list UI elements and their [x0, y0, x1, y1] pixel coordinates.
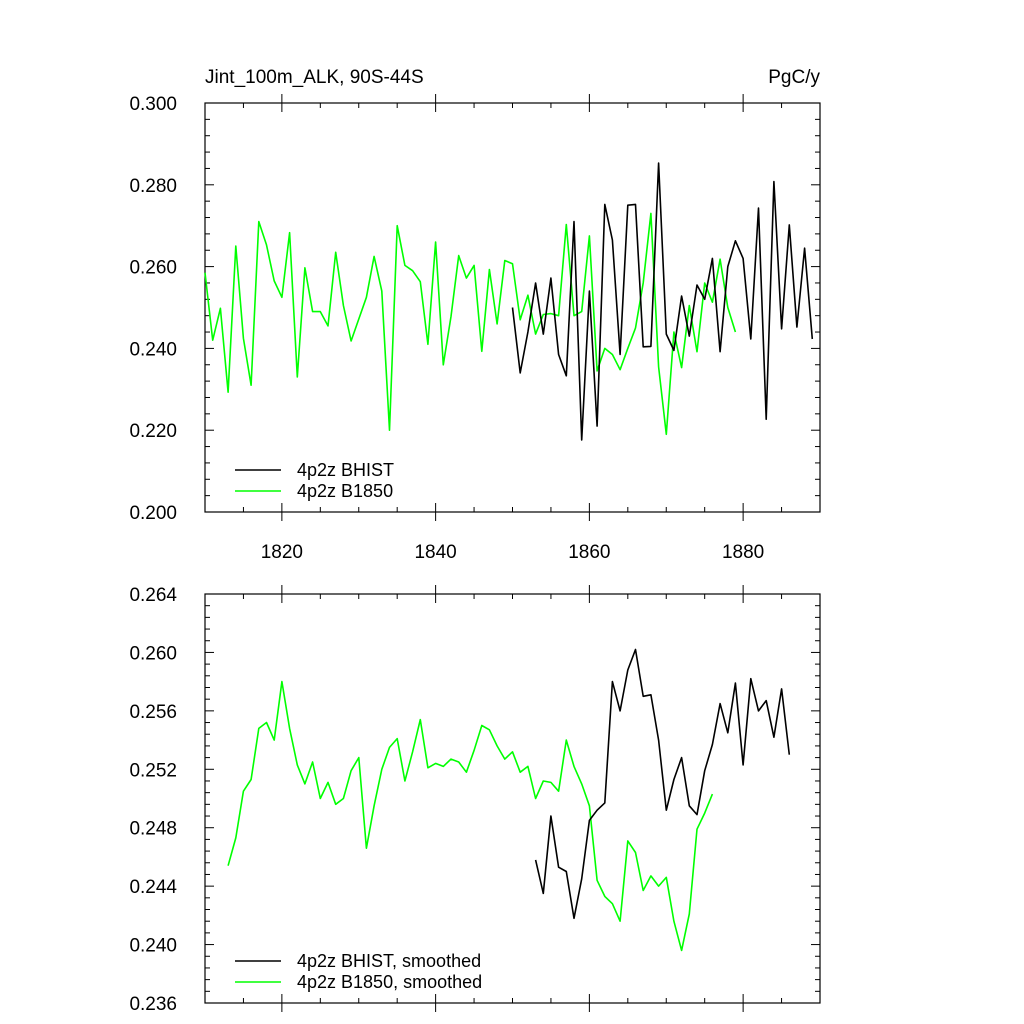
- top-y-tick-label: 0.280: [129, 176, 177, 197]
- bottom-legend-label: 4p2z B1850, smoothed: [297, 972, 482, 992]
- top-legend-label: 4p2z B1850: [297, 481, 393, 501]
- top-y-tick-label: 0.240: [129, 339, 177, 360]
- top-y-tick-label: 0.200: [129, 503, 177, 524]
- bottom-y-tick-label: 0.260: [129, 643, 177, 664]
- bottom-legend-label: 4p2z BHIST, smoothed: [297, 951, 481, 971]
- top-series-line-b1850: [204, 212, 737, 436]
- bottom-plot-frame: [204, 593, 821, 1004]
- bottom-y-tick-label: 0.248: [129, 819, 177, 840]
- top-x-tick-label: 1880: [722, 542, 764, 563]
- top-chart-title: Jint_100m_ALK, 90S-44S: [205, 67, 424, 88]
- bottom-series-line-bhist: [534, 648, 791, 920]
- top-y-tick-label: 0.300: [129, 94, 177, 115]
- bottom-y-tick-label: 0.264: [129, 585, 177, 606]
- bottom-y-tick-label: 0.252: [129, 760, 177, 781]
- top-legend-label: 4p2z BHIST: [297, 460, 394, 480]
- top-y-tick-label: 0.220: [129, 421, 177, 442]
- bottom-y-tick-label: 0.256: [129, 702, 177, 723]
- top-chart-units: PgC/y: [768, 67, 820, 88]
- bottom-y-tick-label: 0.236: [129, 994, 177, 1015]
- top-series-line-bhist: [511, 162, 814, 441]
- top-panel: 0.200 0.220 0.240 0.260 0.280 0.300 1820 1840 18…: [129, 67, 821, 563]
- top-y-tick-label: 0.260: [129, 258, 177, 279]
- bottom-series-line-b1850: [227, 680, 714, 952]
- bottom-y-tick-label: 0.244: [129, 877, 177, 898]
- top-x-tick-label: 1860: [568, 542, 610, 563]
- top-x-tick-label: 1840: [414, 542, 456, 563]
- bottom-y-tick-label: 0.240: [129, 936, 177, 957]
- top-x-tick-label: 1820: [261, 542, 303, 563]
- bottom-panel: 0.236 0.240 0.244 0.248 0.252 0.256 0.260 0.264…: [129, 585, 821, 1015]
